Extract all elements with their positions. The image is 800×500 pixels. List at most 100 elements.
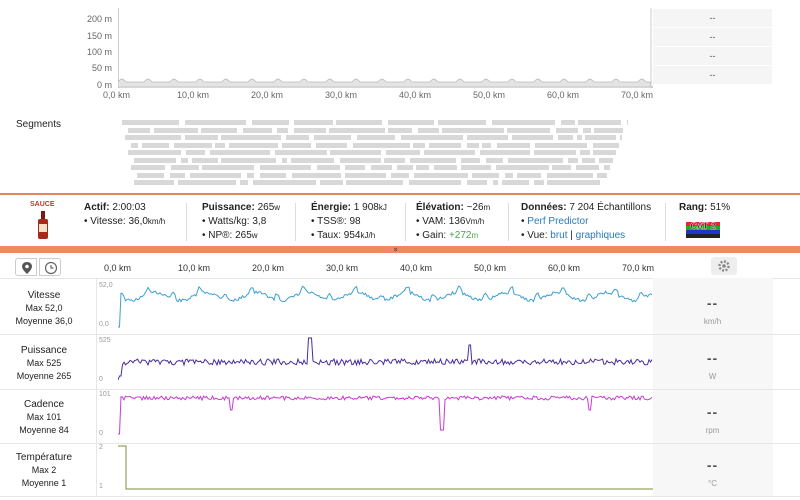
segment-bar[interactable]: [481, 142, 491, 148]
segment-bar[interactable]: [504, 172, 513, 178]
segment-bar[interactable]: [352, 142, 410, 148]
segment-bar[interactable]: [428, 142, 461, 148]
segment-bar[interactable]: [485, 157, 503, 163]
segment-bar[interactable]: [191, 157, 218, 163]
segment-bar[interactable]: [604, 165, 610, 170]
segment-bar[interactable]: [434, 165, 457, 170]
segment-bar[interactable]: [294, 120, 333, 125]
segment-bar[interactable]: [275, 150, 327, 155]
segment-bar[interactable]: [291, 172, 341, 178]
segment-bar[interactable]: [260, 165, 311, 170]
segment-bar[interactable]: [186, 150, 205, 155]
segment-bar[interactable]: [424, 150, 475, 155]
segment-bar[interactable]: [480, 150, 530, 155]
segment-bar[interactable]: [466, 142, 479, 148]
segments-track[interactable]: [118, 120, 653, 186]
segment-bar[interactable]: [561, 120, 575, 125]
segment-bar[interactable]: [130, 142, 138, 148]
segment-bar[interactable]: [339, 157, 381, 163]
segment-bar[interactable]: [386, 150, 420, 155]
segment-bar[interactable]: [596, 172, 607, 178]
segment-bar[interactable]: [582, 127, 591, 133]
segment-bar[interactable]: [580, 150, 590, 155]
segment-bar[interactable]: [383, 157, 405, 163]
view-graphs-link[interactable]: graphiques: [575, 230, 626, 241]
segment-bar[interactable]: [534, 180, 544, 185]
settings-button[interactable]: [711, 257, 737, 275]
segment-bar[interactable]: [315, 142, 347, 148]
segment-bar[interactable]: [492, 120, 555, 125]
segment-bar[interactable]: [547, 180, 600, 185]
stream-plot[interactable]: [118, 336, 653, 386]
segment-bar[interactable]: [220, 157, 276, 163]
segment-bar[interactable]: [276, 127, 288, 133]
segment-bar[interactable]: [496, 165, 549, 170]
segment-bar[interactable]: [512, 135, 553, 140]
segment-bar[interactable]: [593, 127, 623, 133]
segment-bar[interactable]: [344, 172, 386, 178]
segment-bar[interactable]: [558, 135, 573, 140]
segment-bar[interactable]: [178, 180, 236, 185]
segment-bar[interactable]: [416, 165, 429, 170]
segment-bar[interactable]: [200, 127, 237, 133]
segment-bar[interactable]: [390, 172, 409, 178]
segment-bar[interactable]: [246, 172, 254, 178]
segment-bar[interactable]: [516, 172, 541, 178]
segment-bar[interactable]: [552, 165, 571, 170]
segment-bar[interactable]: [578, 120, 621, 125]
segment-bar[interactable]: [438, 120, 486, 125]
segment-bar[interactable]: [576, 165, 599, 170]
segment-bar[interactable]: [506, 127, 550, 133]
segment-bar[interactable]: [357, 135, 395, 140]
segment-bar[interactable]: [173, 142, 212, 148]
segment-bar[interactable]: [346, 180, 403, 185]
map-pin-button[interactable]: [15, 258, 37, 276]
segment-bar[interactable]: [259, 172, 286, 178]
segment-bar[interactable]: [585, 135, 616, 140]
segment-bar[interactable]: [281, 157, 287, 163]
segment-bar[interactable]: [314, 135, 351, 140]
segment-bar[interactable]: [169, 172, 185, 178]
segment-bar[interactable]: [125, 135, 181, 140]
segment-bar[interactable]: [388, 120, 434, 125]
collapse-bar[interactable]: [0, 246, 800, 253]
segment-bar[interactable]: [286, 135, 309, 140]
stream-plot[interactable]: [118, 281, 653, 331]
segment-bar[interactable]: [412, 142, 425, 148]
segment-bar[interactable]: [336, 120, 382, 125]
segment-bar[interactable]: [577, 135, 582, 140]
segment-bar[interactable]: [185, 135, 218, 140]
segment-bar[interactable]: [627, 120, 628, 125]
segment-bar[interactable]: [317, 165, 340, 170]
segment-bar[interactable]: [345, 165, 365, 170]
stream-plot[interactable]: [118, 390, 653, 440]
segment-bar[interactable]: [401, 135, 463, 140]
segment-bar[interactable]: [555, 127, 578, 133]
clock-button[interactable]: [39, 258, 61, 276]
segment-bar[interactable]: [534, 150, 576, 155]
segment-bar[interactable]: [290, 157, 334, 163]
segment-bar[interactable]: [221, 135, 281, 140]
segment-bar[interactable]: [496, 142, 530, 148]
segment-bar[interactable]: [171, 165, 199, 170]
segment-bar[interactable]: [189, 172, 241, 178]
segment-bar[interactable]: [185, 120, 246, 125]
segment-bar[interactable]: [534, 142, 587, 148]
segment-bar[interactable]: [567, 157, 578, 163]
stream-plot[interactable]: [118, 443, 653, 493]
segment-bar[interactable]: [133, 157, 176, 163]
segment-bar[interactable]: [128, 150, 181, 155]
segment-bar[interactable]: [507, 157, 563, 163]
segment-bar[interactable]: [134, 180, 174, 185]
segment-bar[interactable]: [293, 127, 326, 133]
segment-bar[interactable]: [330, 150, 381, 155]
segment-bar[interactable]: [127, 127, 150, 133]
segment-bar[interactable]: [592, 142, 619, 148]
segment-bar[interactable]: [441, 127, 504, 133]
segment-bar[interactable]: [467, 135, 508, 140]
segment-bar[interactable]: [252, 120, 289, 125]
segment-bar[interactable]: [581, 157, 595, 163]
segment-bar[interactable]: [546, 172, 593, 178]
segment-bar[interactable]: [409, 157, 456, 163]
segment-bar[interactable]: [240, 180, 248, 185]
